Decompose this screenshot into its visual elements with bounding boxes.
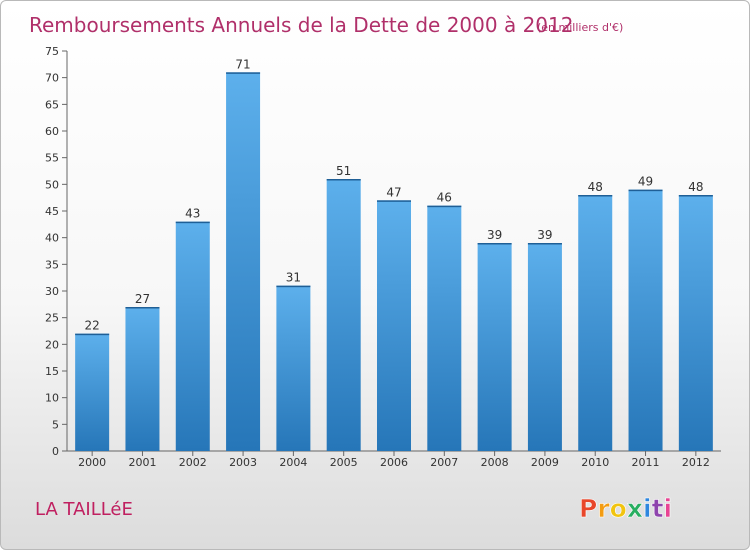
y-tick-label: 5 — [52, 418, 59, 431]
bar-top-edge — [527, 243, 562, 245]
bar — [175, 221, 210, 451]
x-tick-label: 2011 — [632, 456, 660, 469]
y-tick-label: 10 — [45, 392, 59, 405]
bar-top-edge — [175, 221, 210, 224]
bar — [477, 243, 512, 451]
y-tick-label: 20 — [45, 338, 59, 351]
y-tick-label: 60 — [45, 125, 59, 138]
chart-title: Remboursements Annuels de la Dette de 20… — [29, 13, 573, 37]
bar — [527, 243, 562, 451]
bar-top-edge — [276, 285, 311, 288]
bar-value-label: 43 — [185, 207, 200, 221]
y-tick-label: 50 — [45, 178, 59, 191]
bar — [427, 205, 462, 451]
y-tick-label: 30 — [45, 285, 59, 298]
bar-value-label: 71 — [235, 57, 250, 71]
bar-value-label: 49 — [638, 175, 653, 189]
bar-top-edge — [326, 179, 361, 181]
y-tick-label: 0 — [52, 445, 59, 458]
bar — [377, 200, 411, 451]
bar-value-label: 31 — [286, 271, 301, 285]
place-name: LA TAILLéE — [35, 499, 133, 520]
bar-value-label: 46 — [437, 191, 452, 205]
bar — [678, 195, 713, 451]
x-tick-label: 2003 — [229, 456, 257, 469]
bar-value-label: 22 — [85, 319, 100, 333]
bar-top-edge — [125, 307, 160, 309]
bar-top-edge — [578, 195, 613, 197]
x-tick-label: 2000 — [78, 456, 106, 469]
x-tick-group: 2000 2001 2002 2003 2004 2005 2006 2007 2008 2009… — [78, 451, 710, 469]
bar-value-label: 27 — [135, 292, 150, 306]
x-tick-label: 2002 — [179, 456, 207, 469]
bar-top-edge — [678, 195, 713, 197]
x-tick-label: 2005 — [330, 456, 358, 469]
bar — [276, 285, 311, 451]
bar-value-label: 39 — [487, 228, 502, 242]
bar — [75, 333, 110, 451]
bar — [125, 307, 160, 451]
bar-value-label: 47 — [386, 185, 401, 199]
proxiti-logo: Proxiti — [579, 494, 672, 523]
bar-value-label: 51 — [336, 164, 351, 178]
bar-top-edge — [477, 243, 512, 245]
y-tick-label: 40 — [45, 232, 59, 245]
bar-top-edge — [628, 189, 663, 192]
x-tick-label: 2006 — [380, 456, 408, 469]
x-tick-label: 2008 — [481, 456, 509, 469]
bar-top-edge — [75, 333, 110, 336]
x-tick-label: 2001 — [128, 456, 156, 469]
y-tick-label: 35 — [45, 258, 59, 271]
bar-value-label: 48 — [688, 180, 703, 194]
y-tick-label: 75 — [45, 45, 59, 58]
x-tick-label: 2004 — [279, 456, 307, 469]
y-tick-group: 0 5 10 15 20 25 30 35 40 45 50 55 60 65 70 75 — [45, 45, 67, 458]
x-tick-label: 2010 — [581, 456, 609, 469]
x-tick-label: 2012 — [682, 456, 710, 469]
chart-subtitle: (en milliers d'€) — [537, 21, 623, 34]
y-tick-label: 70 — [45, 72, 59, 85]
y-tick-label: 25 — [45, 312, 59, 325]
y-tick-label: 15 — [45, 365, 59, 378]
y-tick-label: 45 — [45, 205, 59, 218]
y-tick-label: 55 — [45, 152, 59, 165]
bar-group: 22 27 43 71 31 51 47 46 39 39 48 49 48 — [75, 57, 713, 451]
bar-value-label: 39 — [537, 228, 552, 242]
bar — [578, 195, 613, 451]
x-tick-label: 2007 — [430, 456, 458, 469]
bar-top-edge — [226, 72, 261, 74]
y-tick-label: 65 — [45, 98, 59, 111]
bar-top-edge — [377, 200, 411, 202]
bar — [326, 179, 361, 451]
x-tick-label: 2009 — [531, 456, 559, 469]
bar — [226, 72, 261, 451]
bar — [628, 189, 663, 451]
bar-top-edge — [427, 205, 462, 208]
bar-value-label: 48 — [588, 180, 603, 194]
